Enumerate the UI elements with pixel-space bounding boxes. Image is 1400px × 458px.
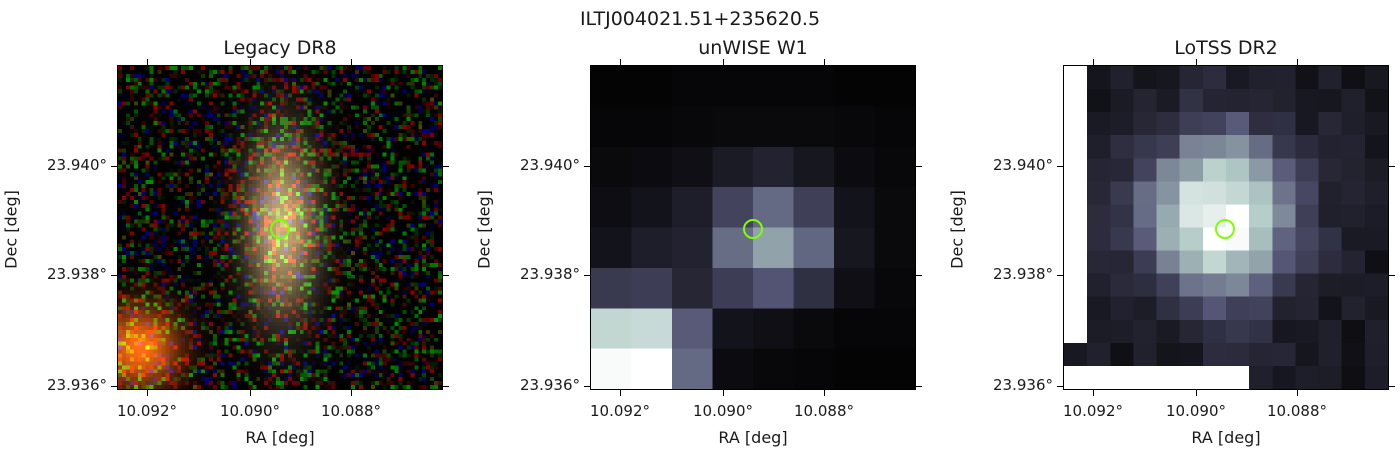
x-tick bbox=[723, 59, 724, 65]
x-axis-label: RA [deg] bbox=[718, 428, 788, 447]
x-tick bbox=[1297, 390, 1298, 396]
x-tick bbox=[1297, 59, 1298, 65]
x-tick bbox=[250, 59, 251, 65]
x-tick bbox=[1196, 59, 1197, 65]
y-axis-label: Dec [deg] bbox=[1, 190, 21, 269]
x-tick-label: 10.092° bbox=[117, 402, 177, 420]
x-tick bbox=[824, 59, 825, 65]
y-tick bbox=[1057, 275, 1063, 276]
x-tick bbox=[250, 390, 251, 396]
y-tick bbox=[1389, 275, 1395, 276]
y-tick-label: 23.940° bbox=[993, 156, 1053, 174]
panel-unwise: unWISE W1 bbox=[0, 0, 916, 458]
y-tick-label: 23.938° bbox=[520, 265, 580, 283]
y-tick-label: 23.940° bbox=[520, 156, 580, 174]
y-tick bbox=[443, 386, 449, 387]
y-tick bbox=[1057, 386, 1063, 387]
x-tick bbox=[147, 390, 148, 396]
y-tick-label: 23.940° bbox=[47, 156, 107, 174]
source-marker bbox=[743, 219, 763, 239]
figure-title: ILTJ004021.51+235620.5 bbox=[579, 8, 821, 30]
x-tick-label: 10.090° bbox=[220, 402, 280, 420]
y-tick bbox=[1389, 166, 1395, 167]
x-tick-label: 10.092° bbox=[590, 402, 650, 420]
y-tick bbox=[111, 386, 117, 387]
source-marker bbox=[270, 219, 290, 239]
y-axis-label: Dec [deg] bbox=[947, 190, 967, 269]
y-tick bbox=[1389, 386, 1395, 387]
y-tick bbox=[443, 275, 449, 276]
y-tick bbox=[1057, 166, 1063, 167]
y-tick bbox=[443, 166, 449, 167]
y-tick-label: 23.936° bbox=[520, 376, 580, 394]
y-tick bbox=[111, 275, 117, 276]
x-axis-label: RA [deg] bbox=[245, 428, 315, 447]
panel-legacy: Legacy DR8 bbox=[0, 0, 460, 458]
source-marker bbox=[1215, 219, 1235, 239]
x-tick-label: 10.090° bbox=[693, 402, 753, 420]
y-tick bbox=[111, 166, 117, 167]
y-axis-label: Dec [deg] bbox=[474, 190, 494, 269]
x-tick bbox=[351, 59, 352, 65]
y-tick bbox=[584, 166, 590, 167]
x-tick-label: 10.090° bbox=[1166, 402, 1226, 420]
legacy-image bbox=[117, 65, 443, 390]
x-tick bbox=[723, 390, 724, 396]
panel-title: LoTSS DR2 bbox=[1174, 37, 1278, 59]
y-tick bbox=[916, 386, 922, 387]
y-tick bbox=[584, 386, 590, 387]
x-tick-label: 10.088° bbox=[794, 402, 854, 420]
y-tick bbox=[916, 166, 922, 167]
x-tick-label: 10.092° bbox=[1063, 402, 1123, 420]
y-tick bbox=[916, 275, 922, 276]
y-tick-label: 23.938° bbox=[47, 265, 107, 283]
x-tick-label: 10.088° bbox=[1267, 402, 1327, 420]
x-tick bbox=[351, 390, 352, 396]
x-tick bbox=[620, 59, 621, 65]
x-tick bbox=[1093, 59, 1094, 65]
y-tick bbox=[584, 275, 590, 276]
panel-title: unWISE W1 bbox=[698, 37, 808, 59]
x-tick bbox=[824, 390, 825, 396]
y-tick-label: 23.936° bbox=[47, 376, 107, 394]
x-tick bbox=[147, 59, 148, 65]
x-tick bbox=[1093, 390, 1094, 396]
x-axis-label: RA [deg] bbox=[1191, 428, 1261, 447]
x-tick bbox=[1196, 390, 1197, 396]
x-tick bbox=[620, 390, 621, 396]
y-tick-label: 23.938° bbox=[993, 265, 1053, 283]
unwise-image bbox=[590, 65, 916, 390]
x-tick-label: 10.088° bbox=[321, 402, 381, 420]
y-tick-label: 23.936° bbox=[993, 376, 1053, 394]
lotss-image bbox=[1063, 65, 1389, 390]
panel-title: Legacy DR8 bbox=[223, 37, 337, 59]
